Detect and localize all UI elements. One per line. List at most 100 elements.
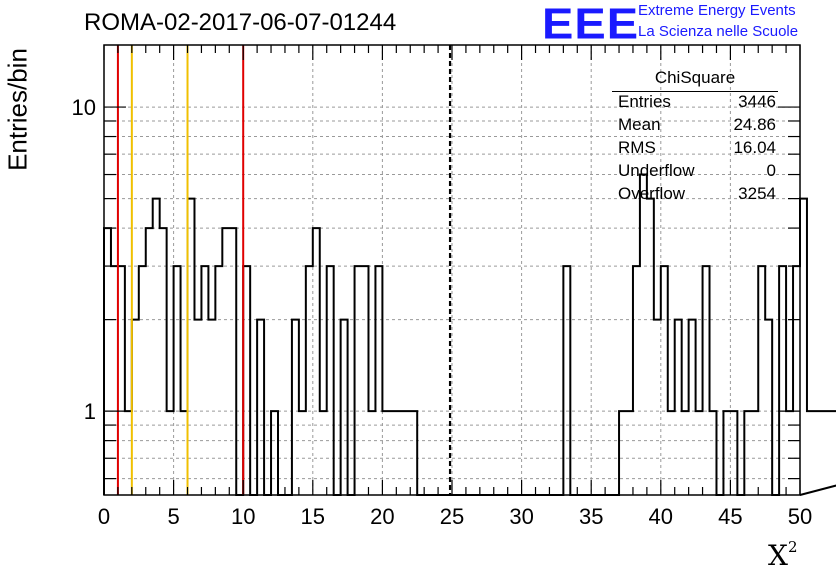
histogram-bin [382,411,389,495]
histogram-bin [174,266,181,495]
histogram-bin [139,266,146,495]
histogram-bin [146,228,153,495]
x-tick-label: 35 [579,504,603,529]
logo-line-2: La Scienza nelle Scuole [638,23,799,40]
histogram-bin [104,228,111,495]
histogram-bin [222,228,229,495]
stats-row-mean: Mean 24.86 [612,115,778,138]
histogram-bin [410,411,417,495]
histogram-bin [355,266,362,495]
histogram-bin [751,411,758,495]
y-axis-label: Entries/bin [2,48,33,171]
x-tick-label: 15 [301,504,325,529]
histogram-bin [208,320,215,495]
histogram-bin [396,411,403,495]
histogram-bin [181,411,188,495]
histogram-bin [243,266,250,495]
histogram-bin [563,266,570,495]
stats-value: 3446 [738,92,776,111]
histogram-bin [306,266,313,495]
histogram-bin [362,266,369,495]
histogram-bin [800,199,807,495]
histogram-bin [320,411,327,495]
histogram-bin [271,411,278,495]
x-tick-label: 45 [718,504,742,529]
x-tick-label: 25 [440,504,464,529]
histogram-bin [299,411,306,495]
histogram-bin [675,320,682,495]
stats-box-title: ChiSquare [612,68,778,92]
histogram-bin [194,320,201,495]
histogram-bin [341,320,348,495]
histogram-bin [723,411,730,495]
histogram-bin [188,199,195,495]
stats-row-overflow: Overflow 3254 [612,184,778,207]
stats-row-entries: Entries 3446 [612,92,778,115]
histogram-bin [160,228,167,495]
chart-title: ROMA-02-2017-06-07-01244 [84,9,397,36]
histogram-bin [389,411,396,495]
histogram-bin [744,411,751,495]
histogram-bin [626,411,633,495]
stats-label: Mean [618,115,661,134]
histogram-bin [710,411,717,495]
x-tick-label: 30 [509,504,533,529]
histogram-bin [633,266,640,495]
x-axis-label-base: X [768,539,788,572]
x-tick-label: 40 [649,504,673,529]
histogram-bin [758,266,765,495]
histogram-bin [292,320,299,495]
histogram-bin [647,199,654,495]
histogram-bin [814,411,821,495]
stats-value: 24.86 [733,115,776,134]
histogram-bin [765,320,772,495]
stats-row-underflow: Underflow 0 [612,161,778,184]
x-axis-label-sup: 2 [787,538,798,556]
histogram-bin [640,175,647,495]
stats-label: Underflow [618,161,695,180]
stats-box: ChiSquare Entries 3446 Mean 24.86 RMS 16… [612,68,778,207]
x-tick-label: 0 [98,504,110,529]
x-tick-label: 5 [167,504,179,529]
histogram-outline [103,173,836,496]
histogram-bin [696,411,703,495]
histogram-bin [201,266,208,495]
histogram-bin [257,320,264,495]
histogram-bin [167,411,174,495]
histogram-bin [682,411,689,495]
histogram-bin [703,266,710,495]
stats-value: 16.04 [733,138,776,157]
histogram-bin [668,411,675,495]
histogram-bin [229,228,236,495]
x-tick-label: 50 [788,504,812,529]
histogram-bin [368,411,375,495]
histogram-bin [807,411,814,495]
histogram-bin [661,266,668,495]
histogram-bin [821,411,828,495]
histogram-bin [313,228,320,495]
y-tick-label: 10 [72,95,96,120]
histogram-bin [118,266,125,495]
x-tick-label: 10 [231,504,255,529]
eee-logo: EEE [542,0,640,48]
x-tick-label: 20 [370,504,394,529]
logo-line-1: Extreme Energy Events [638,2,796,19]
stats-label: Overflow [618,184,686,203]
stats-row-rms: RMS 16.04 [612,138,778,161]
histogram-bin [828,411,835,495]
histogram-bin [786,411,793,495]
histogram-bin [730,411,737,495]
histogram-bin [125,411,132,495]
histogram-bin [654,320,661,495]
histogram-bin [215,266,222,495]
y-tick-label: 1 [84,399,96,424]
histogram-bin [327,266,334,495]
x-axis-label: X2 [768,538,797,572]
histogram-bin [779,266,786,495]
stats-value: 3254 [738,184,776,203]
histogram-bin [403,411,410,495]
histogram-bin [619,411,626,495]
histogram-bin [153,199,160,495]
histogram-bin [689,320,696,495]
